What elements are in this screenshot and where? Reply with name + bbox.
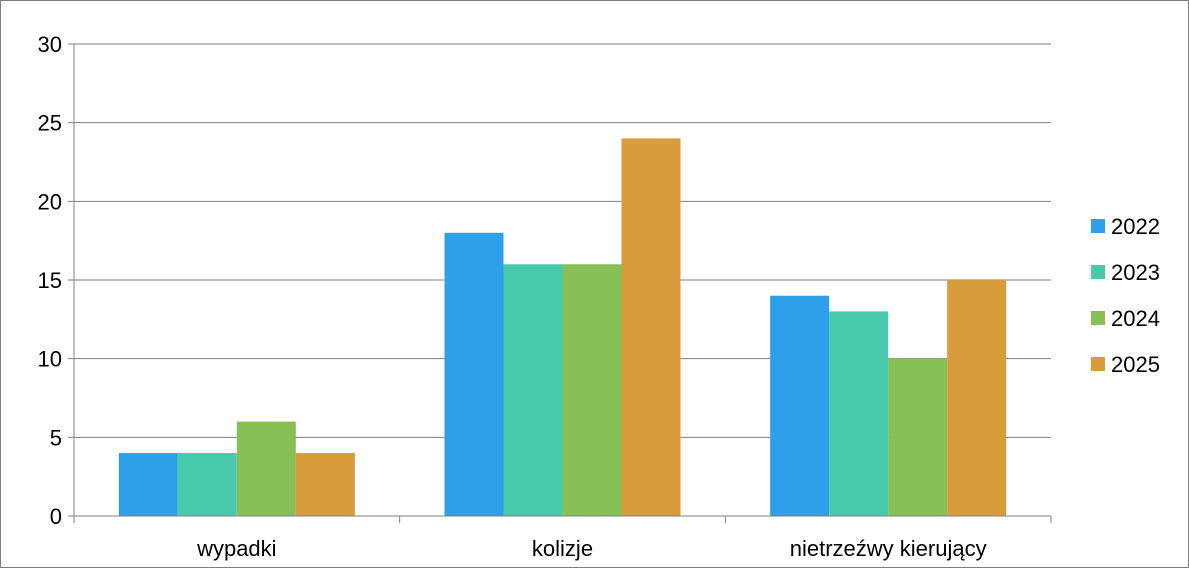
legend-label-2022: 2022 [1111,214,1160,239]
y-tick-label: 15 [38,268,62,293]
bar-2025-3 [947,280,1007,516]
y-tick-label: 30 [38,32,62,57]
bar-2024-3 [888,358,948,516]
bar-2022-1 [118,453,178,516]
legend-swatch-2025 [1091,357,1105,371]
y-tick-label: 10 [38,347,62,372]
bars [118,138,1007,517]
bar-2024-1 [236,421,296,516]
bar-2025-1 [295,453,355,516]
legend: 2022 2023 2024 2025 [1091,214,1160,377]
legend-label-2024: 2024 [1111,306,1160,331]
bar-2025-2 [621,138,681,516]
axes: 0 5 10 15 20 25 30 wypadki kolizje nietrzeźwy kie… [38,32,1052,561]
legend-label-2025: 2025 [1111,352,1160,377]
legend-swatch-2024 [1091,311,1105,325]
legend-swatch-2022 [1091,219,1105,233]
x-category-label: nietrzeźwy kierujący [790,536,987,561]
y-tick-label: 25 [38,111,62,136]
legend-label-2023: 2023 [1111,260,1160,285]
legend-swatch-2023 [1091,265,1105,279]
x-category-label: wypadki [196,536,276,561]
bar-2022-3 [770,295,830,516]
y-tick-label: 20 [38,189,62,214]
bar-2023-3 [829,311,889,516]
bar-2023-1 [177,453,237,516]
x-category-label: kolizje [532,536,593,561]
bar-2023-2 [503,264,563,516]
bar-2024-2 [562,264,622,516]
y-tick-label: 0 [50,504,62,529]
y-tick-label: 5 [50,425,62,450]
bar-2022-2 [444,232,504,517]
